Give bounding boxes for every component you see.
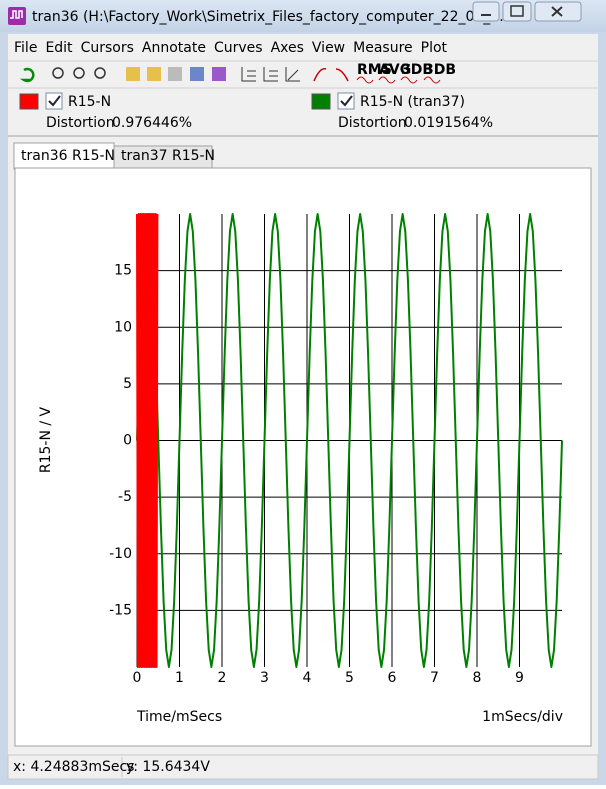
series-line [136, 213, 563, 668]
tab-label[interactable]: tran36 R15-N [21, 148, 115, 164]
x-tick-label: 7 [430, 670, 439, 686]
zoom-icon[interactable] [73, 67, 85, 79]
legend-swatch[interactable] [19, 93, 39, 110]
toolbar-label[interactable]: AVG [379, 62, 411, 78]
x-tick-label: 5 [345, 670, 354, 686]
legend-swatch[interactable] [311, 93, 331, 110]
menu-item[interactable]: Measure [353, 40, 413, 56]
tool-icon[interactable] [241, 67, 256, 82]
legend-label: R15-N (tran37) [360, 94, 465, 110]
toolbar-label[interactable]: 3DB [424, 62, 456, 78]
menu-item[interactable]: View [312, 40, 345, 56]
x-tick-label: 1 [175, 670, 184, 686]
y-tick-label: 0 [123, 433, 132, 449]
toolbar-wave [400, 76, 418, 84]
app-icon-glyph [10, 10, 23, 19]
check-mark [48, 95, 61, 107]
x-tick-label: 9 [515, 670, 524, 686]
x-tick-label: 0 [133, 670, 142, 686]
menu-bar: File Edit Cursors Annotate Curves Axes View Mea… [14, 40, 448, 56]
x-tick-label: 8 [473, 670, 482, 686]
maximize-glyph [510, 5, 524, 17]
status-y: y: 15.6434V [126, 759, 210, 775]
tool-icon[interactable] [147, 67, 161, 81]
tool-icon[interactable] [263, 67, 278, 82]
x-scale-note: 1mSecs/div [482, 709, 563, 725]
app-icon [8, 7, 26, 25]
menu-item[interactable]: Plot [421, 40, 448, 56]
x-tick-label: 2 [218, 670, 227, 686]
y-tick-label: 10 [114, 319, 132, 335]
undo-icon[interactable] [19, 67, 35, 83]
window-title: tran36 (H:\Factory_Work\Simetrix_Files_f… [32, 9, 504, 25]
menu-item[interactable]: Edit [45, 40, 73, 56]
x-tick-label: 6 [388, 670, 397, 686]
menu-item[interactable]: Annotate [142, 40, 206, 56]
y-tick-label: -5 [118, 489, 132, 505]
menu-item[interactable]: File [14, 40, 37, 56]
toolbar-label[interactable]: RMS [357, 62, 392, 78]
y-axis-label: R15-N / V [38, 406, 54, 473]
tab-label[interactable]: tran37 R15-N [121, 148, 215, 164]
menu-item[interactable]: Axes [271, 40, 304, 56]
zoom-icon[interactable] [94, 67, 106, 79]
check-mark [340, 95, 353, 107]
tool-icon[interactable] [168, 67, 182, 81]
tool-icon[interactable] [285, 67, 300, 82]
tool-icon[interactable] [212, 67, 226, 81]
maximize-button[interactable] [502, 1, 532, 22]
plot: -15 -10 -5 0 5 10 15 0 1 2 3 4 5 6 7 8 9 R15-N / V Time/mS… [38, 213, 563, 725]
legend-checkbox[interactable] [337, 92, 355, 110]
x-axis-label: Time/mSecs [136, 709, 222, 725]
legend-label: R15-N [68, 94, 111, 110]
x-tick-label: 4 [303, 670, 312, 686]
zoom-icon[interactable] [52, 67, 64, 79]
toolbar-wave [423, 76, 441, 84]
toolbar-label[interactable]: 3DB [401, 62, 433, 78]
measure-label: Distortion [46, 115, 115, 131]
tool-icon[interactable] [126, 67, 140, 81]
close-glyph [551, 6, 563, 17]
measure-value: 0.976446% [112, 115, 192, 131]
y-tick-label: 15 [114, 263, 132, 279]
menu-item[interactable]: Cursors [81, 40, 134, 56]
y-tick-label: 5 [123, 376, 132, 392]
plot-panel [14, 167, 592, 747]
menu-item[interactable]: Curves [214, 40, 263, 56]
measure-label: Distortion [338, 115, 407, 131]
x-tick-label: 3 [260, 670, 269, 686]
tab-strip: tran36 R15-N tran37 R15-N [13, 142, 215, 170]
y-tick-label: -15 [109, 602, 132, 618]
measure-value: 0.0191564% [404, 115, 493, 131]
toolbar-wave [356, 76, 374, 84]
legend-checkbox[interactable] [45, 92, 63, 110]
tool-icon[interactable] [313, 68, 349, 82]
tool-icon[interactable] [190, 67, 204, 81]
y-tick-label: -10 [109, 546, 132, 562]
series-line [136, 213, 159, 668]
toolbar-wave [378, 76, 396, 84]
minimize-button[interactable] [472, 1, 500, 22]
status-x: x: 4.24883mSecs [13, 759, 134, 775]
status-bar [7, 754, 599, 780]
